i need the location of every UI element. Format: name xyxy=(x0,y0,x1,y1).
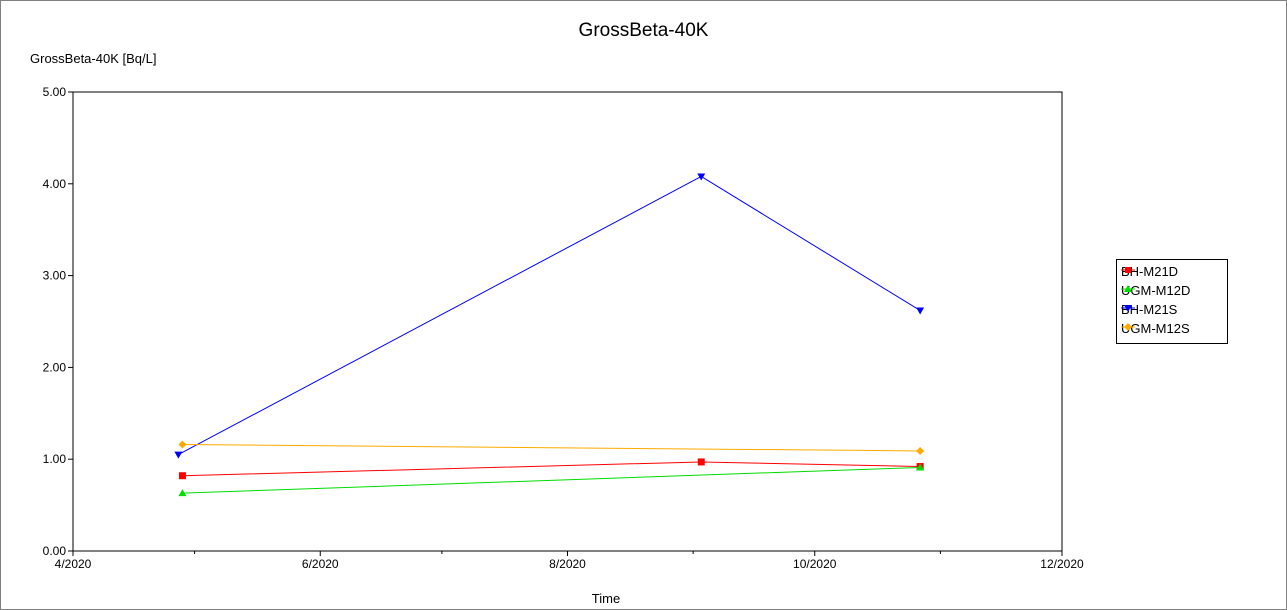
series-line-bh-m21d xyxy=(182,461,921,477)
x-tick-label: 4/2020 xyxy=(55,557,92,571)
series-line-bh-m21s xyxy=(178,175,921,456)
x-tick-label: 10/2020 xyxy=(793,557,837,571)
data-point-bh-m21d xyxy=(178,472,186,480)
y-axis-label: GrossBeta-40K [Bq/L] xyxy=(30,51,157,66)
x-axis-label: Time xyxy=(591,591,621,606)
x-tick-label: 12/2020 xyxy=(1040,557,1084,571)
legend-marker-icon xyxy=(1121,267,1135,273)
data-point-bh-m21s xyxy=(916,307,925,315)
legend-label: BH-M21D xyxy=(1121,263,1179,279)
y-tick-label: 1.00 xyxy=(43,452,67,466)
y-tick-label: 3.00 xyxy=(43,269,67,283)
series-line-ugm-m12s xyxy=(182,444,921,452)
data-point-ugm-m12s xyxy=(916,446,925,455)
legend-item: UGM-M12D xyxy=(1121,282,1190,298)
legend-marker-icon xyxy=(1121,305,1135,312)
y-tick-label: 2.00 xyxy=(43,360,67,374)
data-point-bh-m21s xyxy=(174,451,183,459)
y-tick-label: 5.00 xyxy=(43,85,67,99)
chart-title: GrossBeta-40K xyxy=(578,20,709,41)
x-tick-label: 8/2020 xyxy=(549,557,586,571)
legend: BH-M21D UGM-M12D BH-M21S UGM-M12S xyxy=(1116,259,1228,344)
data-point-ugm-m12d xyxy=(178,489,187,497)
plot-frame xyxy=(72,91,1063,552)
y-tick-label: 0.00 xyxy=(43,544,67,558)
data-point-bh-m21s xyxy=(697,173,706,181)
legend-marker-icon xyxy=(1121,285,1135,292)
data-point-ugm-m12d xyxy=(916,463,925,471)
series-line-ugm-m12d xyxy=(182,466,921,494)
data-point-ugm-m12s xyxy=(178,440,187,449)
legend-marker-icon xyxy=(1121,323,1135,331)
legend-label: BH-M21S xyxy=(1121,301,1178,317)
legend-item: BH-M21S xyxy=(1121,301,1177,317)
y-tick-label: 4.00 xyxy=(43,177,67,191)
data-point-bh-m21d xyxy=(697,458,705,466)
legend-label: UGM-M12S xyxy=(1121,320,1190,336)
legend-item: UGM-M12S xyxy=(1121,320,1190,336)
x-tick-label: 6/2020 xyxy=(302,557,339,571)
legend-item: BH-M21D xyxy=(1121,263,1178,279)
legend-label: UGM-M12D xyxy=(1121,282,1191,298)
